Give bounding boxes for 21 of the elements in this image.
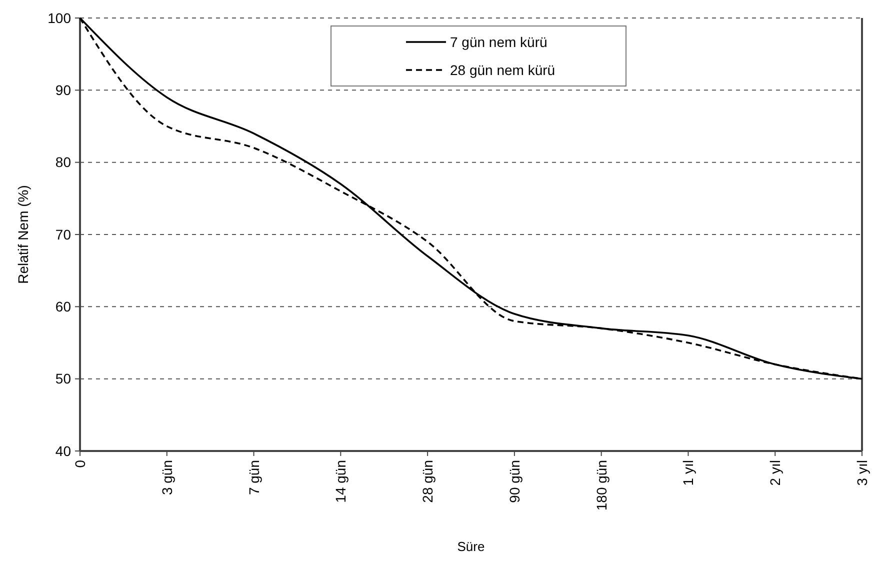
x-axis-title: Süre: [457, 539, 485, 554]
x-tick-label: 7 gün: [246, 460, 262, 496]
y-tick-label: 70: [55, 226, 72, 242]
x-tick-label: 90 gün: [506, 460, 522, 503]
x-tick-label: 180 gün: [593, 460, 610, 511]
x-tick-label: 2 yıl: [767, 460, 784, 486]
y-tick-label: 50: [55, 370, 72, 387]
x-tick-label: 1 yıl: [680, 460, 696, 486]
legend-label: 7 gün nem kürü: [450, 34, 548, 50]
y-tick-label: 60: [55, 298, 72, 315]
y-tick-label: 100: [48, 10, 72, 26]
x-tick-label: 28 gün: [420, 460, 436, 503]
x-tick-label: 0: [72, 460, 88, 468]
y-tick-label: 90: [55, 82, 72, 98]
x-tick-label: 3 gün: [158, 460, 175, 496]
y-axis-title: Relatif Nem (%): [15, 185, 31, 284]
x-tick-label: 3 yıl: [854, 460, 870, 486]
y-tick-label: 40: [55, 442, 72, 459]
x-tick-label: 14 gün: [332, 460, 349, 503]
y-tick-label: 80: [55, 154, 72, 170]
legend-label: 28 gün nem kürü: [450, 62, 556, 78]
